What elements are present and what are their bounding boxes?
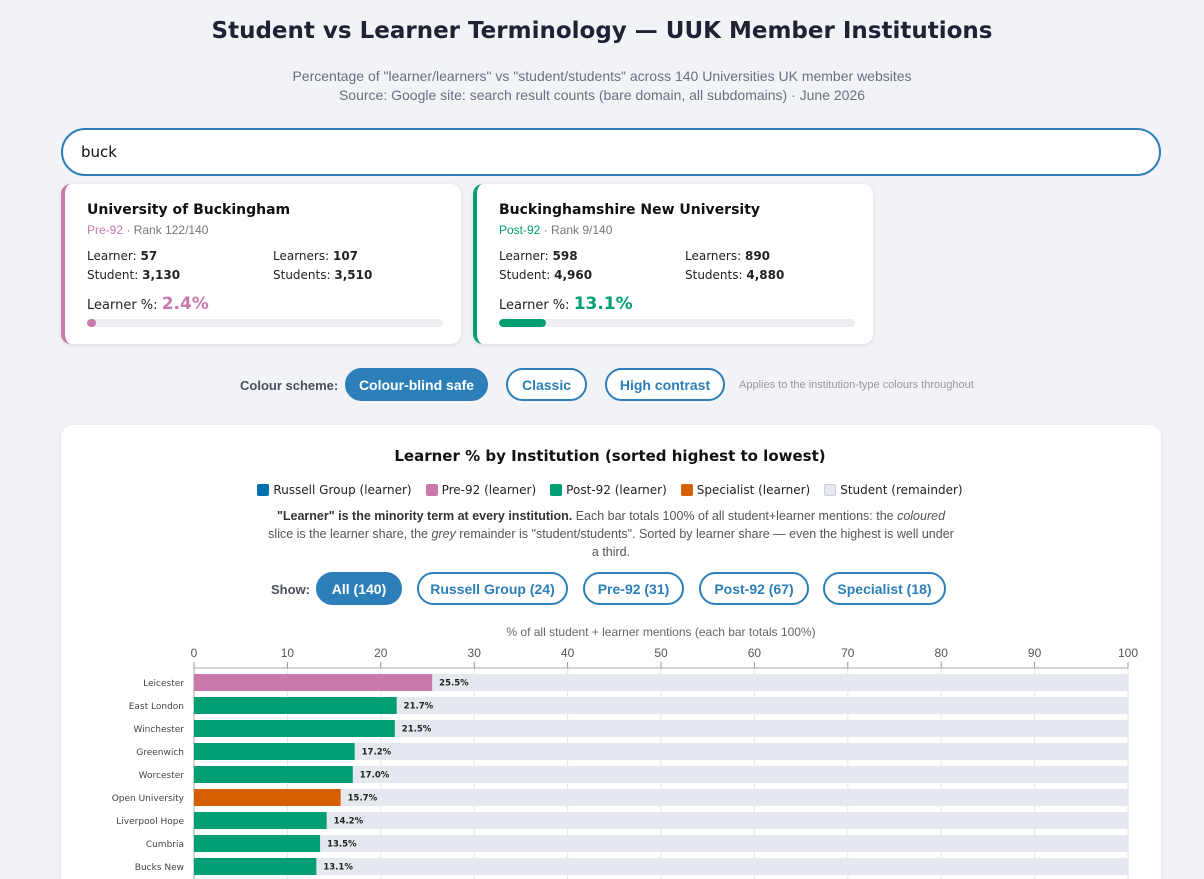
legend-pre-92: Pre-92 (learner) bbox=[425, 483, 536, 497]
colour-scheme-label: Colour scheme: bbox=[240, 378, 339, 393]
x-tick-label: 20 bbox=[374, 646, 388, 660]
bar-remainder bbox=[194, 812, 1128, 829]
card-rank: Rank 9/140 bbox=[551, 223, 613, 237]
filter-russell-group-button[interactable]: Russell Group (24) bbox=[417, 572, 568, 605]
bar-learner bbox=[194, 674, 433, 691]
card-learner-pct: Learner %: 2.4% bbox=[87, 294, 209, 314]
card-institution-name: University of Buckingham bbox=[87, 202, 291, 218]
card-progress-track bbox=[87, 319, 443, 327]
filter-post-92-button[interactable]: Post-92 (67) bbox=[699, 572, 809, 605]
card-students: Students: 3,510 bbox=[273, 268, 373, 282]
bar-remainder bbox=[194, 835, 1128, 852]
bar-chart: 0 10 20 30 40 50 60 70 80 90 100 Leicester 25.5% East… bbox=[112, 646, 1138, 879]
page-subtitle: Percentage of "learner/learners" vs "stu… bbox=[0, 67, 1204, 105]
bar-remainder bbox=[194, 766, 1128, 783]
card-meta: Pre-92 · Rank 122/140 bbox=[87, 223, 209, 237]
bar-learner bbox=[194, 743, 355, 760]
card-learner-pct: Learner %: 13.1% bbox=[499, 294, 633, 314]
card-counts: Learner: 57 Learners: 107 Student: 3,130… bbox=[87, 249, 441, 282]
x-tick-label: 70 bbox=[841, 646, 855, 660]
x-tick-label: 90 bbox=[1028, 646, 1042, 660]
y-category-label: Open University bbox=[112, 794, 185, 804]
bar-value-label: 21.5% bbox=[402, 725, 432, 735]
legend-post-92: Post-92 (learner) bbox=[550, 483, 667, 497]
scheme-classic-button[interactable]: Classic bbox=[506, 368, 587, 401]
card-learner: Learner: 598 bbox=[499, 249, 578, 263]
card-students: Students: 4,880 bbox=[685, 268, 785, 282]
x-tick-label: 60 bbox=[748, 646, 762, 660]
subtitle-line-1: Percentage of "learner/learners" vs "stu… bbox=[292, 68, 912, 84]
y-category-label: Winchester bbox=[133, 725, 184, 735]
card-type: Post-92 bbox=[499, 223, 541, 237]
x-tick-label: 40 bbox=[561, 646, 575, 660]
y-category-label: Leicester bbox=[143, 679, 184, 689]
chart-legend: Russell Group (learner) Pre-92 (learner)… bbox=[0, 483, 1204, 497]
bar-learner bbox=[194, 766, 353, 783]
card-counts: Learner: 598 Learners: 890 Student: 4,96… bbox=[499, 249, 853, 282]
card-meta: Post-92 · Rank 9/140 bbox=[499, 223, 613, 237]
result-card-buckingham[interactable]: University of Buckingham Pre-92 · Rank 1… bbox=[61, 184, 461, 344]
x-tick-label: 80 bbox=[935, 646, 949, 660]
bar-learner bbox=[194, 720, 395, 737]
bar-value-label: 13.1% bbox=[323, 863, 353, 873]
scheme-colour-blind-safe-button[interactable]: Colour-blind safe bbox=[345, 368, 488, 401]
card-student: Student: 3,130 bbox=[87, 268, 181, 282]
bar-remainder bbox=[194, 743, 1128, 760]
result-card-bucks-new[interactable]: Buckinghamshire New University Post-92 ·… bbox=[473, 184, 873, 344]
bar-learner bbox=[194, 812, 327, 829]
bar-value-label: 21.7% bbox=[404, 702, 434, 712]
x-tick-label: 10 bbox=[281, 646, 295, 660]
page-title: Student vs Learner Terminology — UUK Mem… bbox=[211, 18, 993, 44]
x-tick-label: 30 bbox=[468, 646, 482, 660]
y-category-label: Greenwich bbox=[136, 748, 184, 758]
card-progress-fill bbox=[499, 319, 546, 327]
x-tick-label: 50 bbox=[654, 646, 668, 660]
y-category-label: Liverpool Hope bbox=[116, 817, 184, 827]
x-axis-title: % of all student + learner mentions (eac… bbox=[506, 625, 816, 639]
bar-remainder bbox=[194, 858, 1128, 875]
card-learners: Learners: 890 bbox=[685, 249, 771, 263]
chart-explanation: "Learner" is the minority term at every … bbox=[268, 509, 954, 559]
card-type: Pre-92 bbox=[87, 223, 124, 237]
bar-remainder bbox=[194, 789, 1128, 806]
x-tick-label: 0 bbox=[191, 646, 198, 660]
bar-value-label: 17.0% bbox=[360, 771, 390, 781]
card-learners: Learners: 107 bbox=[273, 249, 359, 263]
filter-label: Show: bbox=[271, 582, 310, 597]
card-rank: Rank 122/140 bbox=[133, 223, 209, 237]
legend-russell-group: Russell Group (learner) bbox=[257, 483, 412, 497]
legend-student-remainder: Student (remainder) bbox=[824, 483, 963, 497]
bar-learner bbox=[194, 789, 341, 806]
filter-all-button[interactable]: All (140) bbox=[316, 572, 402, 605]
search-input[interactable] bbox=[61, 128, 1161, 176]
card-progress-fill bbox=[87, 319, 96, 327]
card-progress-track bbox=[499, 319, 855, 327]
y-category-label: Worcester bbox=[139, 771, 185, 781]
bar-learner bbox=[194, 835, 321, 852]
bar-value-label: 14.2% bbox=[334, 817, 364, 827]
bar-value-label: 25.5% bbox=[439, 679, 469, 689]
bar-remainder bbox=[194, 720, 1128, 737]
y-category-label: Bucks New bbox=[135, 863, 184, 873]
card-student: Student: 4,960 bbox=[499, 268, 593, 282]
bar-value-label: 13.5% bbox=[327, 840, 357, 850]
legend-specialist: Specialist (learner) bbox=[680, 483, 810, 497]
y-category-label: East London bbox=[129, 702, 184, 712]
card-institution-name: Buckinghamshire New University bbox=[499, 202, 761, 218]
filter-pre-92-button[interactable]: Pre-92 (31) bbox=[583, 572, 684, 605]
bar-learner bbox=[194, 697, 397, 714]
scheme-high-contrast-button[interactable]: High contrast bbox=[605, 368, 725, 401]
chart-title: Learner % by Institution (sorted highest… bbox=[394, 447, 826, 465]
subtitle-line-2: Source: Google site: search result count… bbox=[338, 87, 866, 103]
filter-specialist-button[interactable]: Specialist (18) bbox=[823, 572, 946, 605]
bar-value-label: 15.7% bbox=[348, 794, 378, 804]
card-learner: Learner: 57 bbox=[87, 249, 158, 263]
bar-value-label: 17.2% bbox=[362, 748, 392, 758]
x-tick-label: 100 bbox=[1118, 646, 1138, 660]
colour-scheme-note: Applies to the institution-type colours … bbox=[739, 379, 974, 391]
bar-remainder bbox=[194, 697, 1128, 714]
y-category-label: Cumbria bbox=[146, 840, 184, 850]
bar-learner bbox=[194, 858, 317, 875]
